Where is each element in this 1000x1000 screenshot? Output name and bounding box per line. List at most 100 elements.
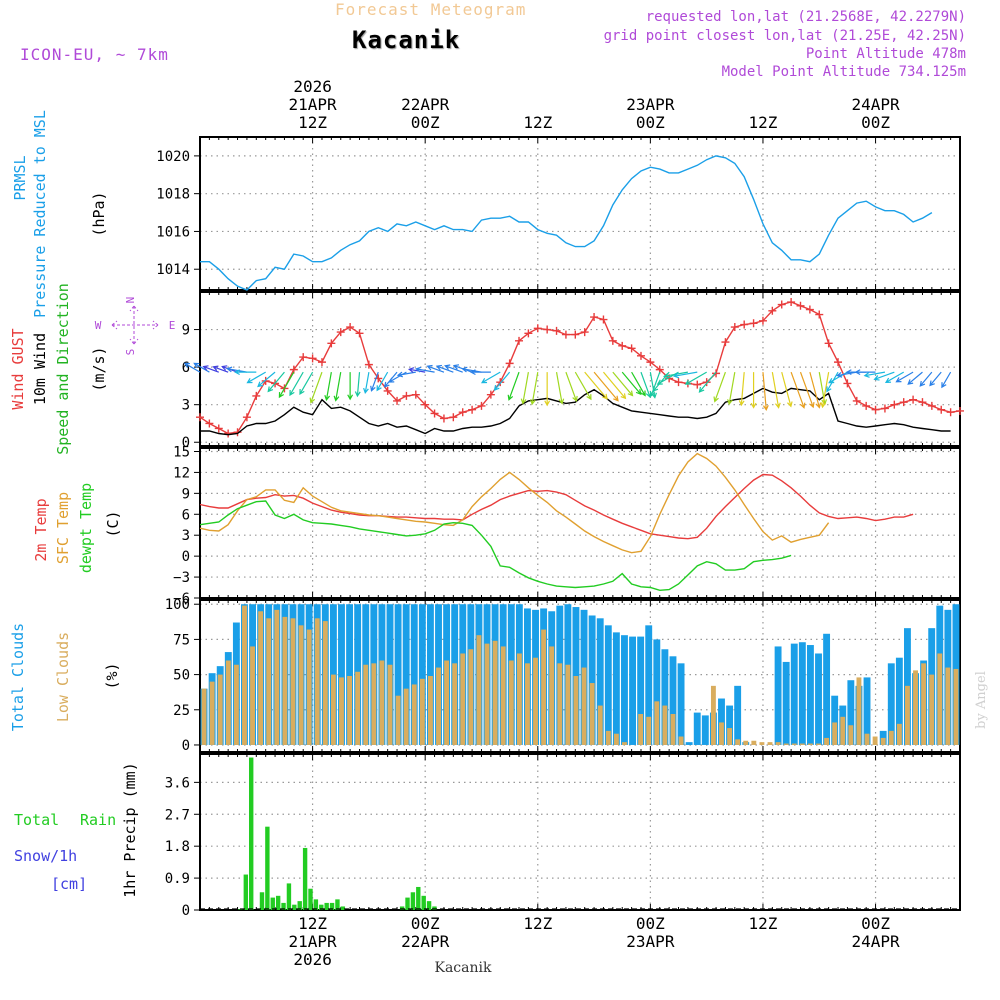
wind-direction-arrow: [183, 362, 201, 373]
wind-direction-arrow: [493, 371, 511, 392]
total-cloud-bar: [426, 604, 434, 745]
gust-marker: [552, 326, 561, 335]
rain-bar: [405, 897, 410, 910]
watermark: by Angel: [974, 671, 989, 729]
gust-marker: [496, 378, 505, 387]
low-cloud-bar: [864, 733, 870, 745]
low-cloud-bar: [646, 716, 652, 745]
wind-ytick-label: 9: [182, 323, 190, 339]
low-cloud-bar: [565, 664, 571, 745]
wind-direction-arrow: [941, 371, 952, 389]
wind-direction-arrow: [555, 372, 565, 405]
clouds-ytick-label: 100: [165, 597, 190, 613]
gust-marker: [758, 316, 767, 325]
wind-direction-arrow: [426, 364, 445, 373]
low-cloud-bar: [710, 685, 716, 745]
bottom-axis-year: 2026: [293, 950, 332, 969]
gust-marker: [224, 429, 233, 438]
gust-marker: [308, 354, 317, 363]
gust-marker: [524, 329, 533, 338]
wind-direction-arrow: [820, 372, 830, 409]
gust-marker: [505, 359, 514, 368]
wind-direction-arrow: [854, 369, 876, 376]
gust-marker: [533, 324, 542, 333]
gust-marker: [946, 408, 955, 417]
low-cloud-bar: [953, 668, 959, 745]
gust-marker: [787, 298, 796, 307]
low-cloud-bar: [670, 714, 676, 745]
gust-marker: [899, 398, 908, 407]
rain-bar: [238, 909, 243, 910]
gust-marker: [627, 344, 636, 353]
low-cloud-bar: [751, 740, 757, 745]
low-cloud-bar: [355, 671, 361, 745]
wind-panel: 0 3 6 9: [182, 291, 961, 451]
rain-bar: [410, 892, 416, 910]
pressure-ytick-label: 1018: [156, 187, 190, 203]
top-axis-year: 2026: [293, 77, 332, 96]
total-cloud-bar: [863, 677, 871, 745]
gust-marker: [721, 338, 730, 347]
gust-marker: [233, 428, 242, 437]
gust-marker: [636, 351, 645, 360]
gust-marker: [730, 323, 739, 332]
compass-south: S: [124, 349, 137, 356]
low-clouds-side-label: Low Clouds: [54, 632, 72, 722]
total-cloud-bar: [887, 663, 895, 745]
gust-marker: [702, 378, 711, 387]
wind-direction-arrow: [771, 372, 781, 409]
low-cloud-bar: [266, 618, 272, 745]
low-cloud-bar: [492, 640, 498, 745]
wind-dir-side-label: Speed and Direction: [54, 283, 72, 455]
precip-ytick-label: 3.6: [165, 775, 190, 791]
temp-frame: [199, 447, 961, 599]
low-cloud-bar: [799, 743, 805, 745]
low-cloud-bar: [533, 657, 538, 745]
gust-marker: [421, 400, 430, 409]
clouds-ytick-label: 0: [182, 738, 190, 754]
temp-ytick-label: 9: [182, 486, 190, 502]
rain-bar: [421, 895, 426, 910]
precip-ytick-label: 1.8: [165, 839, 190, 855]
wind-direction-arrow: [863, 371, 886, 378]
clouds-unit-label: (%): [103, 662, 121, 689]
title-faint: Forecast Meteogram: [335, 0, 527, 19]
wind-direction-arrow: [574, 371, 592, 401]
wind-direction-arrow: [750, 372, 757, 409]
low-cloud-bar: [209, 681, 215, 745]
wind-direction-arrow: [873, 371, 895, 381]
low-cloud-bar: [225, 660, 231, 745]
precip-ytick-label: 0.9: [165, 871, 190, 887]
gust-marker: [927, 401, 936, 410]
temp-ytick-label: 3: [182, 528, 190, 544]
gust-marker: [477, 401, 486, 410]
gust-marker: [242, 413, 251, 422]
rain-bar: [281, 902, 286, 910]
low-cloud-bar: [832, 722, 838, 745]
wind-direction-arrow: [278, 371, 295, 399]
wind-direction-arrow: [544, 372, 551, 407]
bottom-axis-hour: 12Z: [298, 914, 327, 933]
clouds-ytick-label: 50: [173, 668, 190, 684]
low-cloud-bar: [379, 660, 385, 745]
low-cloud-bar: [242, 605, 247, 745]
low-cloud-bar: [840, 716, 846, 745]
low-cloud-bar: [613, 733, 619, 745]
precip-frame: [199, 753, 961, 911]
total-cloud-bar: [701, 715, 709, 745]
total-cloud-bar: [693, 712, 701, 745]
top-axis-hour: 00Z: [861, 113, 890, 132]
low-cloud-bar: [306, 629, 312, 745]
total-rain-label: Total: [14, 811, 59, 829]
wind-direction-arrow: [919, 371, 933, 387]
gust-marker: [383, 386, 392, 395]
gust-marker: [880, 404, 889, 413]
temp-2m-temp-line: [199, 473, 914, 540]
gust-marker: [712, 369, 721, 378]
low-cloud-bar: [880, 737, 886, 745]
gust-marker: [824, 339, 833, 348]
wind-direction-arrow: [584, 371, 608, 400]
snow-unit-label: [cm]: [51, 875, 87, 893]
gust-marker: [355, 329, 364, 338]
